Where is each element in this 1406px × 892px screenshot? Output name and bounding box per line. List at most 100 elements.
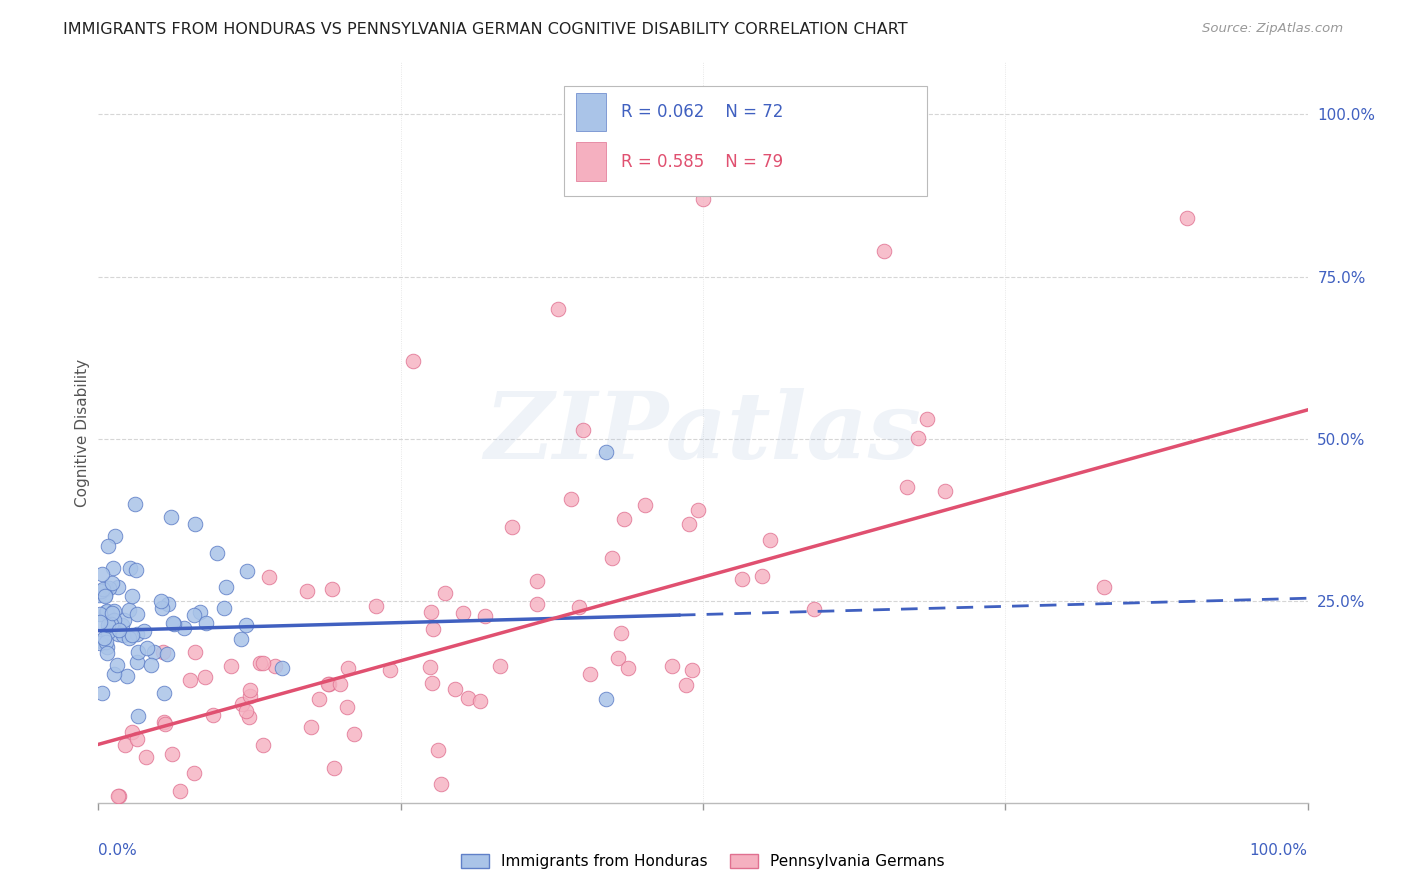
- Point: [150, 600, 173, 615]
- Point: [295, 584, 318, 599]
- Point: [101, 576, 124, 591]
- Point: [252, 738, 274, 752]
- Point: [194, 670, 217, 684]
- Point: [419, 660, 441, 674]
- Point: [89, 607, 111, 621]
- Point: [89, 615, 111, 629]
- Point: [108, 789, 131, 804]
- Point: [457, 691, 479, 706]
- Point: [188, 605, 211, 619]
- Point: [112, 613, 135, 627]
- Point: [501, 520, 523, 534]
- Point: [318, 677, 340, 691]
- Point: [143, 645, 166, 659]
- Point: [153, 715, 176, 730]
- Point: [907, 431, 929, 445]
- Point: [163, 617, 186, 632]
- Point: [308, 692, 330, 706]
- Point: [235, 704, 257, 718]
- Point: [173, 621, 195, 635]
- Point: [560, 491, 582, 506]
- Point: [692, 192, 714, 206]
- Point: [343, 727, 366, 741]
- Point: [127, 731, 149, 746]
- Point: [688, 502, 710, 516]
- Point: [97, 624, 120, 639]
- Point: [90, 566, 112, 581]
- Point: [124, 497, 146, 511]
- Point: [97, 618, 120, 632]
- Point: [93, 631, 115, 645]
- Point: [118, 632, 141, 646]
- Point: [160, 510, 183, 524]
- Point: [329, 677, 352, 691]
- Point: [231, 698, 253, 712]
- Text: R = 0.585    N = 79: R = 0.585 N = 79: [621, 153, 783, 170]
- Point: [474, 608, 496, 623]
- Point: [661, 659, 683, 673]
- Point: [103, 667, 125, 681]
- Point: [934, 484, 956, 499]
- Point: [150, 594, 173, 608]
- Point: [235, 618, 257, 632]
- Point: [97, 581, 120, 595]
- Point: [323, 761, 346, 775]
- Text: Source: ZipAtlas.com: Source: ZipAtlas.com: [1202, 22, 1343, 36]
- FancyBboxPatch shape: [576, 93, 606, 131]
- Point: [94, 582, 117, 596]
- Point: [579, 667, 602, 681]
- Point: [444, 682, 467, 697]
- Point: [468, 694, 491, 708]
- Point: [434, 585, 457, 599]
- Point: [336, 699, 359, 714]
- Point: [489, 658, 512, 673]
- Point: [731, 572, 754, 586]
- Point: [183, 645, 205, 659]
- Point: [675, 677, 697, 691]
- Point: [125, 563, 148, 577]
- Point: [104, 529, 127, 543]
- Point: [103, 613, 125, 627]
- Point: [169, 784, 191, 798]
- Point: [156, 648, 179, 662]
- Point: [915, 412, 938, 426]
- Point: [321, 582, 343, 596]
- Point: [547, 302, 569, 317]
- Point: [127, 656, 149, 670]
- Point: [422, 623, 444, 637]
- Point: [107, 627, 129, 641]
- Point: [215, 580, 238, 594]
- Point: [229, 632, 252, 646]
- Point: [94, 589, 117, 603]
- Point: [111, 617, 134, 632]
- Point: [364, 599, 387, 613]
- Point: [90, 584, 112, 599]
- Point: [100, 616, 122, 631]
- Point: [118, 561, 141, 575]
- Point: [89, 588, 111, 602]
- Point: [179, 673, 201, 687]
- Point: [205, 546, 228, 560]
- Point: [139, 658, 162, 673]
- Point: [96, 635, 118, 649]
- Point: [91, 685, 114, 699]
- Point: [201, 707, 224, 722]
- Point: [610, 626, 633, 640]
- Point: [111, 628, 134, 642]
- Point: [108, 624, 131, 638]
- Point: [378, 663, 401, 677]
- Point: [152, 645, 174, 659]
- Point: [97, 539, 120, 553]
- Point: [419, 605, 441, 619]
- Point: [606, 651, 628, 665]
- Point: [426, 743, 449, 757]
- Point: [595, 692, 617, 706]
- Point: [160, 747, 183, 761]
- Point: [121, 725, 143, 739]
- Point: [613, 512, 636, 526]
- Point: [239, 682, 262, 697]
- Point: [96, 640, 118, 654]
- Point: [451, 607, 474, 621]
- Point: [90, 634, 112, 648]
- Point: [101, 614, 124, 628]
